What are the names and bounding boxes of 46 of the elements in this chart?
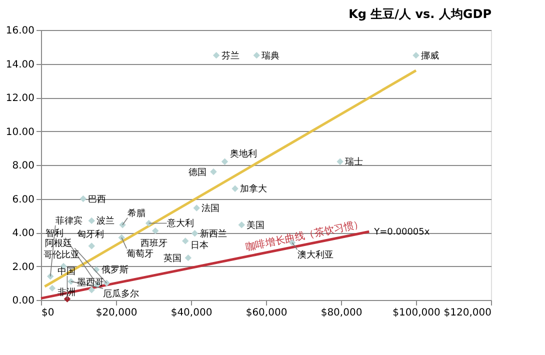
y-tick-label: 10.00 (6, 126, 34, 138)
x-tick-label: $120,000 (444, 308, 492, 318)
annotation: 英国 (163, 252, 182, 264)
y-tick-label: 6.00 (12, 194, 34, 206)
annotation: 芬兰 (221, 50, 240, 62)
annotation: 新西兰 (200, 228, 227, 240)
annotation: 厄瓜多尔 (103, 288, 139, 300)
y-tick-label: 4.00 (12, 228, 34, 239)
x-tick-label: $60,000 (246, 308, 288, 318)
y-tick-label: 0.00 (12, 296, 34, 306)
annotation: 阿根廷 (44, 238, 72, 250)
x-tick-label: $40,000 (170, 308, 212, 318)
annotation: 波兰 (96, 216, 115, 227)
annotation: 加拿大 (240, 184, 268, 195)
annotation: 奥地利 (230, 148, 257, 160)
y-tick-label: 8.00 (12, 160, 34, 172)
annotation: 美国 (246, 220, 265, 231)
annotation: 日本 (190, 240, 208, 251)
annotation: 挪威 (421, 50, 439, 62)
x-tick-label: $20,000 (96, 308, 138, 318)
x-tick-label: $100,000 (392, 308, 440, 318)
annotation: 瑞典 (262, 50, 280, 62)
annotation: 西班牙 (140, 238, 168, 249)
annotation: 希腊 (128, 208, 146, 219)
annotation: 墨西哥 (76, 276, 104, 288)
annotation: 智利 (45, 228, 64, 239)
annotation: 澳大利亚 (297, 250, 334, 261)
y-tick-label: 14.00 (6, 59, 34, 70)
x-tick-label: $0 (42, 308, 54, 318)
y-tick-label: 16.00 (6, 26, 34, 36)
annotation: 葡萄牙 (126, 248, 154, 260)
annotation: Y=0.00005x (373, 228, 430, 238)
y-tick-label: 2.00 (12, 262, 34, 273)
annotation: 意大利 (166, 218, 194, 230)
annotation: 法国 (202, 203, 220, 214)
x-tick-label: $80,000 (320, 308, 362, 318)
annotation: 瑞士 (345, 156, 364, 168)
annotation: 中国 (57, 266, 76, 277)
annotation: 匈牙利 (76, 229, 104, 240)
annotation: 德国 (188, 166, 207, 178)
chart-title: Kg 生豆/人 vs. 人均GDP (348, 7, 492, 21)
annotation: 巴西 (88, 194, 106, 205)
y-tick-label: 12.00 (6, 93, 34, 104)
annotation: 菲律宾 (55, 215, 82, 226)
annotation: 哥伦比亚 (44, 249, 80, 260)
annotation: 俄罗斯 (101, 264, 128, 276)
